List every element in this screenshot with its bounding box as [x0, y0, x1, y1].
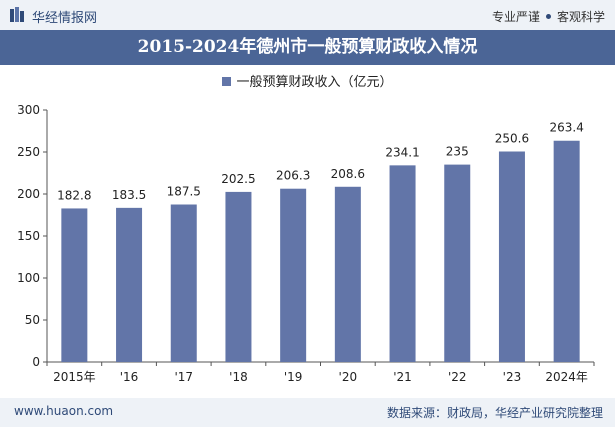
header-band: 华经情报网 专业严谨 客观科学	[0, 0, 615, 30]
bar	[389, 165, 416, 362]
legend-swatch	[222, 77, 232, 86]
x-tick-label: '22	[448, 370, 467, 384]
footer-band: www.huaon.com 数据来源：财政局，华经产业研究院整理	[0, 398, 615, 427]
bar	[116, 207, 143, 362]
data-label: 250.6	[495, 131, 529, 145]
bar	[444, 164, 471, 362]
bar	[280, 188, 307, 362]
website-link[interactable]: www.huaon.com	[14, 404, 114, 418]
data-label: 187.5	[167, 185, 201, 199]
x-tick-label: 2024年	[545, 370, 588, 384]
x-tick-label: '19	[284, 370, 303, 384]
legend-label: 一般预算财政收入（亿元）	[236, 75, 393, 90]
data-label: 234.1	[385, 145, 419, 159]
x-tick-label: 2015年	[53, 370, 96, 384]
y-tick-label: 300	[17, 103, 40, 117]
data-label: 182.8	[57, 188, 91, 202]
bar-chart: 0 50 100 150 200 250 300 182.8 2015年 183.5 '16 187.…	[17, 103, 595, 384]
x-tick-label: '17	[174, 370, 193, 384]
data-label: 206.3	[276, 169, 310, 183]
legend: 一般预算财政收入（亿元）	[0, 71, 615, 90]
bullet-icon	[545, 14, 551, 19]
logo-icon	[10, 7, 24, 22]
y-tick-label: 150	[17, 229, 40, 243]
y-tick-label: 100	[17, 271, 40, 285]
data-label: 208.6	[331, 167, 365, 181]
tagline-left: 专业严谨	[491, 10, 540, 24]
data-label: 235	[446, 145, 469, 159]
y-tick-label: 50	[25, 313, 40, 327]
tagline-right: 客观科学	[556, 10, 605, 24]
data-label: 202.5	[221, 172, 255, 186]
tagline: 专业严谨 客观科学	[492, 8, 605, 25]
brand-name: 华经情报网	[32, 11, 98, 26]
data-source: 数据来源：财政局，华经产业研究院整理	[386, 406, 603, 420]
x-tick-label: '18	[229, 370, 248, 384]
chart-title: 2015-2024年德州市一般预算财政收入情况	[137, 37, 478, 57]
bar	[61, 208, 88, 362]
bar	[170, 204, 197, 362]
data-label: 183.5	[112, 188, 146, 202]
bar	[334, 186, 361, 362]
bar	[225, 191, 252, 362]
title-bar	[0, 30, 615, 65]
x-tick-label: '20	[339, 370, 358, 384]
y-tick-label: 200	[17, 187, 40, 201]
x-tick-label: '21	[393, 370, 412, 384]
bar	[553, 140, 580, 362]
x-tick-label: '23	[503, 370, 522, 384]
x-tick-label: '16	[120, 370, 139, 384]
y-tick-label: 0	[32, 355, 40, 369]
bar	[498, 151, 525, 362]
data-label: 263.4	[549, 121, 583, 135]
y-tick-label: 250	[17, 145, 40, 159]
